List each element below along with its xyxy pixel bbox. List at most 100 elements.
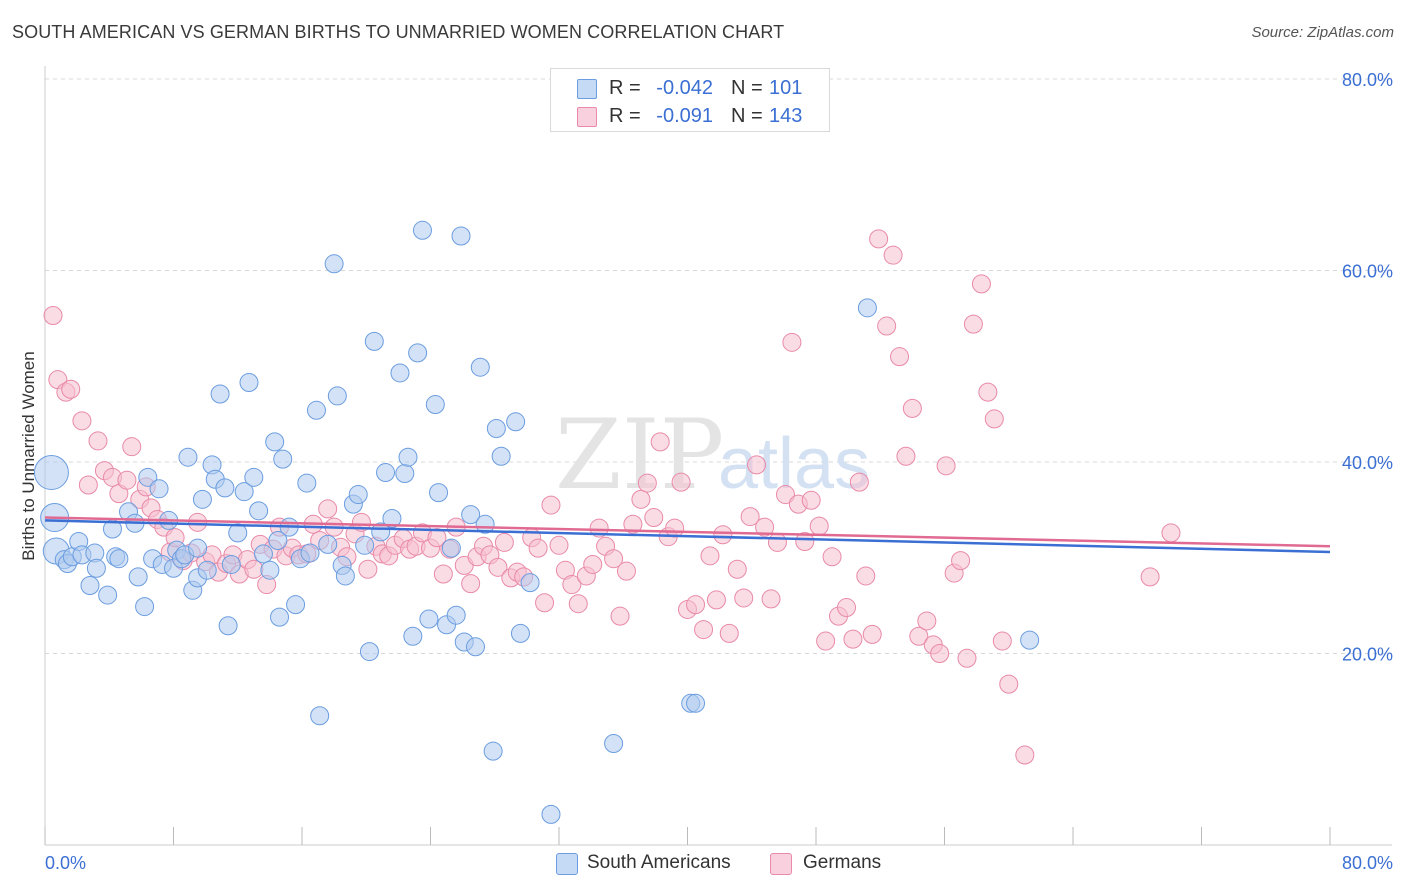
- south-american-point: [33, 455, 69, 491]
- german-point: [761, 589, 781, 609]
- german-point: [727, 559, 747, 579]
- german-point: [549, 535, 569, 555]
- german-point: [461, 574, 481, 594]
- south-american-point: [98, 585, 118, 605]
- german-point: [930, 644, 950, 663]
- south-american-point: [510, 623, 530, 643]
- south-american-point: [286, 595, 306, 615]
- german-point: [740, 507, 760, 527]
- south-americans-trend-line: [44, 519, 1331, 554]
- south-american-point: [80, 576, 100, 596]
- south-american-point: [135, 597, 155, 617]
- south-americans-points: [33, 220, 1040, 824]
- south-american-point: [335, 566, 355, 586]
- y-tick-label: 80.0%: [1342, 70, 1393, 90]
- german-point: [849, 472, 869, 492]
- south-american-point: [419, 609, 439, 629]
- german-point: [650, 432, 670, 452]
- south-american-point: [359, 642, 379, 662]
- german-point: [936, 456, 956, 476]
- south-american-point: [128, 567, 148, 587]
- legend-r-value: -0.091: [656, 105, 713, 127]
- legend-r-label: R =: [609, 105, 641, 127]
- south-american-point: [364, 331, 384, 351]
- south-american-point: [192, 489, 212, 509]
- german-point: [719, 623, 739, 643]
- south-american-point: [210, 384, 230, 404]
- german-point: [541, 495, 561, 515]
- german-point: [782, 332, 802, 352]
- bottom-legend-label: South Americans: [587, 852, 731, 873]
- german-point: [637, 473, 657, 493]
- german-point: [775, 485, 795, 505]
- german-point: [971, 274, 991, 294]
- legend-swatch-pink: [577, 107, 597, 127]
- german-point: [917, 611, 937, 631]
- south-american-point: [109, 549, 129, 569]
- german-point: [665, 518, 685, 538]
- south-american-point: [355, 535, 375, 555]
- legend-swatch-blue: [577, 79, 597, 99]
- south-american-point: [486, 418, 506, 438]
- german-point: [610, 606, 630, 626]
- south-american-point: [218, 616, 238, 636]
- german-point: [623, 514, 643, 534]
- south-american-point: [541, 804, 561, 824]
- legend-n-value: 101: [769, 77, 803, 99]
- german-point: [896, 446, 916, 466]
- south-american-point: [491, 446, 511, 466]
- legend-r-value: -0.042: [656, 77, 713, 99]
- german-point: [978, 382, 998, 402]
- german-point: [433, 564, 453, 584]
- german-point: [856, 566, 876, 586]
- german-point: [568, 594, 588, 614]
- south-american-point: [470, 357, 490, 377]
- stats-legend: R = -0.042 N = 101 R = -0.091 N = 143: [550, 68, 830, 132]
- south-american-point: [244, 467, 264, 487]
- south-american-point: [425, 395, 445, 415]
- german-point: [427, 528, 447, 548]
- german-point: [1140, 567, 1160, 587]
- german-point: [61, 379, 81, 399]
- south-american-point: [451, 226, 471, 246]
- south-american-point: [408, 343, 428, 363]
- south-american-point: [324, 254, 344, 274]
- source-label: Source: ZipAtlas.com: [1251, 24, 1394, 41]
- german-point: [734, 588, 754, 608]
- south-american-point: [221, 554, 241, 574]
- german-point: [700, 546, 720, 566]
- german-point: [631, 489, 651, 509]
- south-american-point: [327, 386, 347, 406]
- german-point: [589, 518, 609, 538]
- south-american-point: [297, 473, 317, 493]
- german-point: [843, 629, 863, 649]
- south-american-point: [249, 501, 269, 521]
- legend-row-germans: R = -0.091 N = 143: [551, 103, 829, 131]
- german-point: [1161, 523, 1181, 543]
- german-point: [528, 538, 548, 558]
- german-point: [671, 472, 691, 492]
- german-point: [488, 557, 508, 577]
- south-american-point: [234, 482, 254, 502]
- german-point: [890, 347, 910, 367]
- south-american-point: [483, 741, 503, 761]
- y-tick-label: 60.0%: [1342, 262, 1393, 282]
- german-point: [318, 499, 338, 519]
- german-point: [837, 598, 857, 618]
- south-american-point: [604, 734, 624, 754]
- german-point: [351, 512, 371, 532]
- south-american-point: [270, 607, 290, 627]
- german-point: [869, 229, 889, 249]
- german-point: [706, 590, 726, 610]
- south-american-point: [441, 538, 461, 558]
- tick-labels: 20.0% 40.0% 60.0% 80.0% 0.0% 80.0%: [45, 70, 1393, 873]
- south-american-point: [268, 531, 288, 551]
- south-american-point: [857, 298, 877, 318]
- y-tick-label: 20.0%: [1342, 645, 1393, 665]
- south-american-point: [149, 479, 169, 499]
- bottom-legend-swatch-pink: [770, 853, 792, 875]
- german-point: [88, 431, 108, 451]
- y-tick-label: 40.0%: [1342, 453, 1393, 473]
- german-point: [72, 411, 92, 431]
- south-american-point: [412, 220, 432, 240]
